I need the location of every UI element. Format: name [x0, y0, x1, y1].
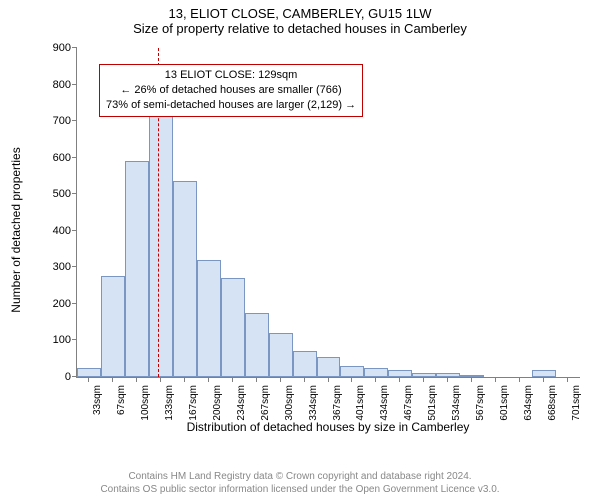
chart-container: 13, ELIOT CLOSE, CAMBERLEY, GU15 1LW Siz… — [0, 0, 600, 500]
x-tick-mark — [519, 377, 520, 382]
footer-line1: Contains HM Land Registry data © Crown c… — [0, 470, 600, 483]
x-tick-mark — [208, 377, 209, 382]
annotation-line: ← 26% of detached houses are smaller (76… — [106, 83, 356, 98]
footer-attribution: Contains HM Land Registry data © Crown c… — [0, 470, 600, 496]
x-tick-mark — [304, 377, 305, 382]
histogram-bar — [293, 351, 317, 377]
y-tick-label: 400 — [37, 225, 71, 237]
histogram-bar — [412, 373, 436, 377]
x-tick-mark — [136, 377, 137, 382]
x-tick-label: 401sqm — [355, 385, 366, 425]
y-tick-label: 100 — [37, 334, 71, 346]
x-tick-label: 367sqm — [332, 385, 343, 425]
x-tick-label: 167sqm — [188, 385, 199, 425]
annotation-box: 13 ELIOT CLOSE: 129sqm← 26% of detached … — [99, 64, 363, 117]
y-tick-mark — [72, 193, 77, 194]
y-tick-label: 500 — [37, 188, 71, 200]
x-tick-mark — [447, 377, 448, 382]
y-tick-mark — [72, 303, 77, 304]
y-tick-mark — [72, 230, 77, 231]
x-tick-label: 434sqm — [379, 385, 390, 425]
y-tick-label: 0 — [37, 371, 71, 383]
histogram-bar — [125, 161, 149, 377]
x-tick-label: 300sqm — [284, 385, 295, 425]
x-tick-mark — [399, 377, 400, 382]
histogram-bar — [77, 368, 101, 377]
annotation-line: 73% of semi-detached houses are larger (… — [106, 98, 356, 113]
x-tick-mark — [495, 377, 496, 382]
x-tick-mark — [232, 377, 233, 382]
y-tick-mark — [72, 47, 77, 48]
x-tick-mark — [375, 377, 376, 382]
chart-title-subtitle: Size of property relative to detached ho… — [10, 21, 590, 36]
y-tick-label: 900 — [37, 42, 71, 54]
y-tick-label: 600 — [37, 152, 71, 164]
histogram-bar — [101, 276, 125, 377]
x-tick-mark — [160, 377, 161, 382]
x-tick-label: 668sqm — [547, 385, 558, 425]
histogram-bar — [364, 368, 388, 377]
histogram-bar — [245, 313, 269, 377]
y-tick-label: 700 — [37, 115, 71, 127]
x-tick-label: 567sqm — [475, 385, 486, 425]
y-tick-label: 300 — [37, 261, 71, 273]
annotation-line: 13 ELIOT CLOSE: 129sqm — [106, 68, 356, 83]
x-tick-label: 634sqm — [523, 385, 534, 425]
x-axis-label: Distribution of detached houses by size … — [76, 420, 580, 434]
x-tick-label: 701sqm — [571, 385, 582, 425]
x-tick-mark — [328, 377, 329, 382]
y-tick-mark — [72, 266, 77, 267]
y-tick-mark — [72, 84, 77, 85]
x-tick-mark — [423, 377, 424, 382]
x-tick-mark — [567, 377, 568, 382]
histogram-bar — [269, 333, 293, 377]
histogram-bar — [317, 357, 341, 377]
x-tick-mark — [184, 377, 185, 382]
x-tick-label: 133sqm — [164, 385, 175, 425]
x-tick-label: 334sqm — [308, 385, 319, 425]
x-tick-label: 100sqm — [140, 385, 151, 425]
histogram-bar — [149, 107, 173, 378]
histogram-bar — [197, 260, 221, 377]
x-tick-mark — [351, 377, 352, 382]
x-tick-mark — [280, 377, 281, 382]
x-tick-mark — [543, 377, 544, 382]
x-tick-label: 467sqm — [403, 385, 414, 425]
x-tick-label: 601sqm — [499, 385, 510, 425]
x-tick-label: 534sqm — [451, 385, 462, 425]
y-tick-mark — [72, 157, 77, 158]
histogram-bar — [173, 181, 197, 377]
footer-line2: Contains OS public sector information li… — [0, 483, 600, 496]
x-tick-label: 33sqm — [92, 385, 103, 425]
y-tick-label: 200 — [37, 298, 71, 310]
chart-title-address: 13, ELIOT CLOSE, CAMBERLEY, GU15 1LW — [10, 6, 590, 21]
histogram-bar — [532, 370, 556, 377]
x-tick-label: 67sqm — [116, 385, 127, 425]
chart-area: Number of detached properties 0100200300… — [30, 40, 590, 420]
y-axis-label: Number of detached properties — [9, 147, 23, 312]
y-tick-mark — [72, 339, 77, 340]
x-tick-label: 501sqm — [427, 385, 438, 425]
x-tick-label: 234sqm — [236, 385, 247, 425]
y-tick-mark — [72, 120, 77, 121]
y-tick-label: 800 — [37, 79, 71, 91]
histogram-bar — [340, 366, 364, 377]
plot-region: 010020030040050060070080090013 ELIOT CLO… — [76, 48, 580, 378]
x-tick-label: 267sqm — [260, 385, 271, 425]
histogram-bar — [436, 373, 460, 377]
histogram-bar — [221, 278, 245, 377]
histogram-bar — [388, 370, 412, 377]
x-tick-mark — [112, 377, 113, 382]
histogram-bar — [460, 375, 484, 377]
x-tick-mark — [88, 377, 89, 382]
x-tick-mark — [256, 377, 257, 382]
x-tick-mark — [471, 377, 472, 382]
x-tick-label: 200sqm — [212, 385, 223, 425]
